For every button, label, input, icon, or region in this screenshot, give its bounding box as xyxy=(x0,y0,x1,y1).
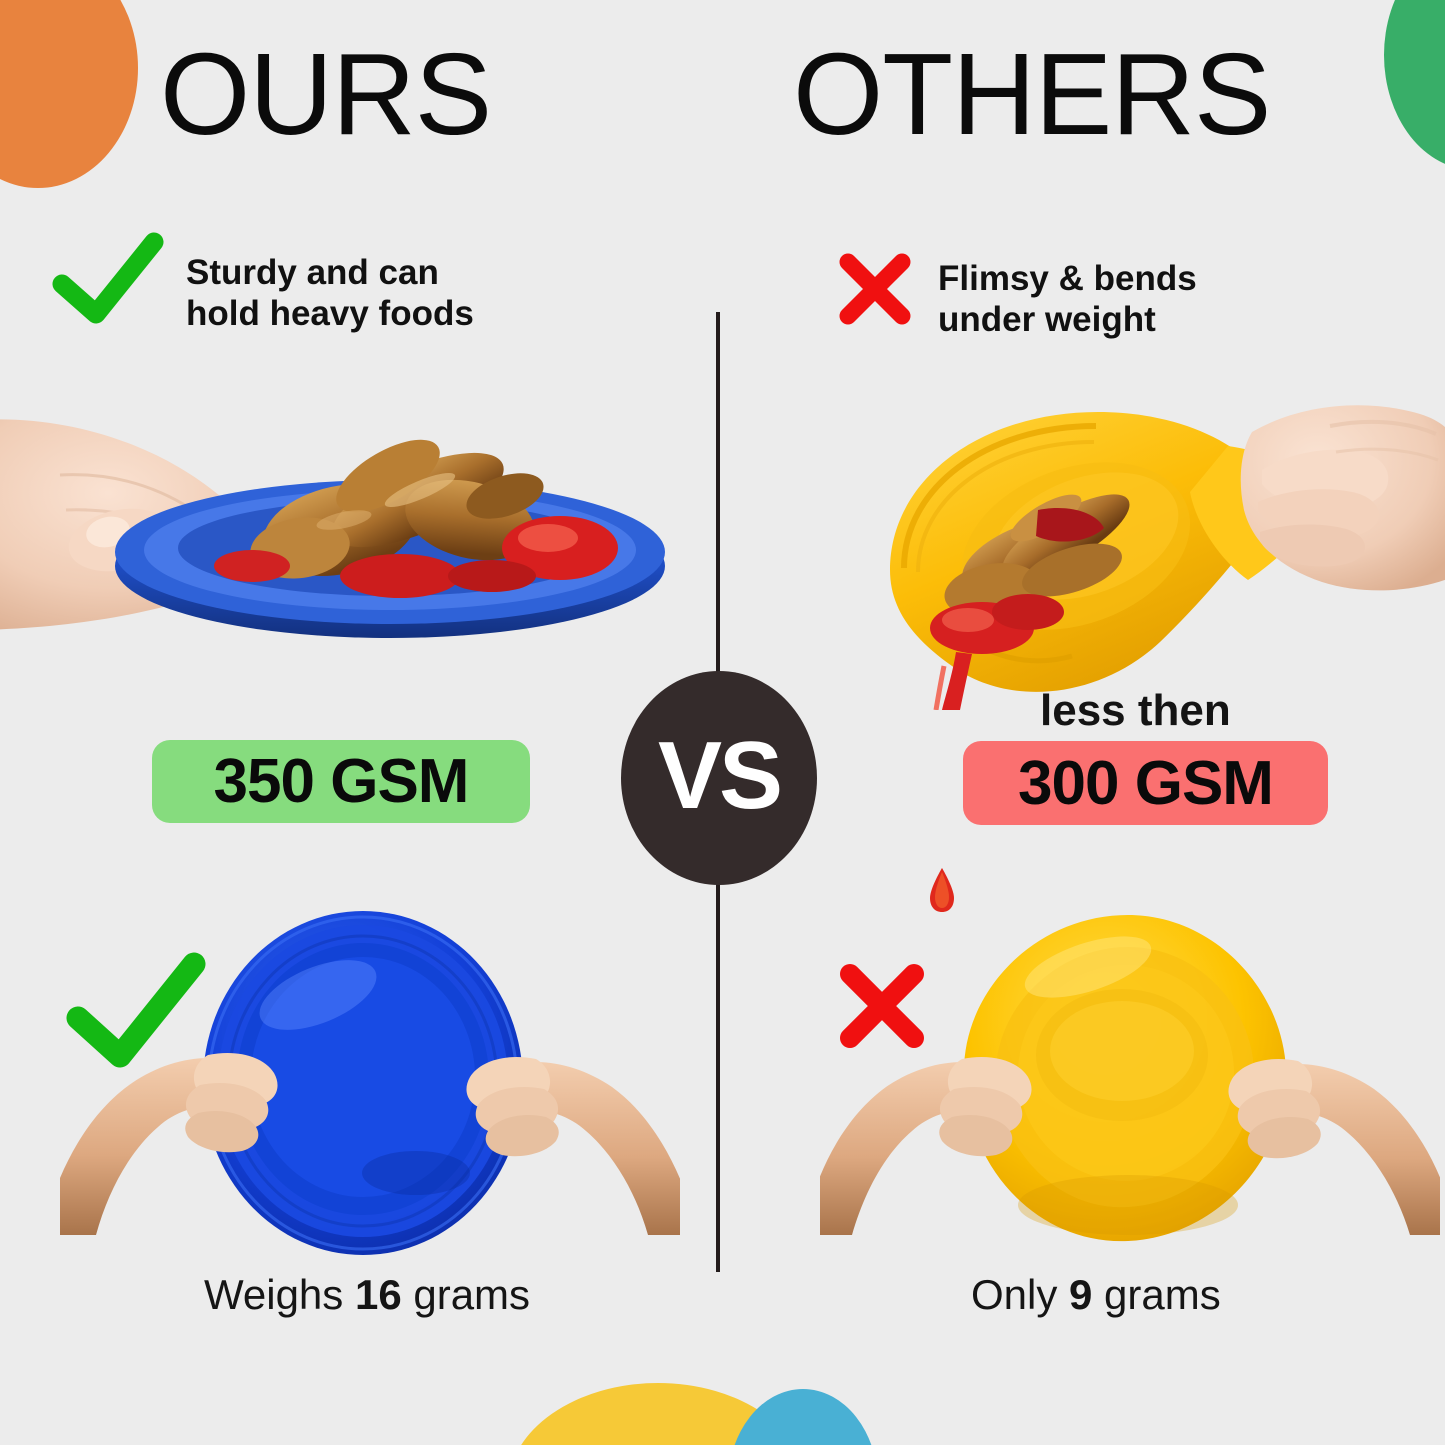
decor-circle-green xyxy=(1384,0,1445,170)
feature-text-ours: Sturdy and can hold heavy foods xyxy=(186,253,474,334)
weight-number-ours: 16 xyxy=(354,1271,402,1318)
gsm-badge-others: 300 GSM xyxy=(963,741,1328,825)
less-then-label: less then xyxy=(1040,686,1231,735)
weight-caption-others: Only 9 grams xyxy=(971,1271,1221,1319)
gsm-badge-ours: 350 GSM xyxy=(152,740,530,823)
check-icon-bottom xyxy=(66,952,206,1073)
decor-circle-orange xyxy=(0,0,138,188)
photo-plate-flat-others xyxy=(810,905,1445,1255)
photo-plate-with-food-ours xyxy=(0,380,700,680)
weight-number-others: 9 xyxy=(1069,1271,1093,1318)
column-title-ours: OURS xyxy=(160,29,492,159)
cross-icon xyxy=(836,250,914,333)
feature-row-others: Flimsy & bends under weight xyxy=(836,250,1197,341)
vs-badge: VS xyxy=(621,671,817,885)
photo-plate-bending-others xyxy=(860,360,1445,711)
weight-suffix-others: grams xyxy=(1092,1271,1221,1318)
weight-prefix-others: Only xyxy=(971,1271,1070,1318)
decor-circle-blue xyxy=(728,1389,878,1445)
feature-row-ours: Sturdy and can hold heavy foods xyxy=(52,232,474,335)
cross-icon-bottom xyxy=(836,960,928,1057)
photo-plate-flat-ours xyxy=(50,905,690,1255)
weight-caption-ours: Weighs 16 grams xyxy=(204,1271,530,1319)
vs-label: VS xyxy=(657,722,783,829)
sauce-drop-icon xyxy=(927,866,957,919)
weight-suffix-ours: grams xyxy=(401,1271,531,1318)
weight-prefix-ours: Weighs xyxy=(204,1271,355,1318)
feature-text-others: Flimsy & bends under weight xyxy=(938,259,1197,340)
check-icon xyxy=(52,232,164,329)
column-title-others: OTHERS xyxy=(793,29,1271,159)
